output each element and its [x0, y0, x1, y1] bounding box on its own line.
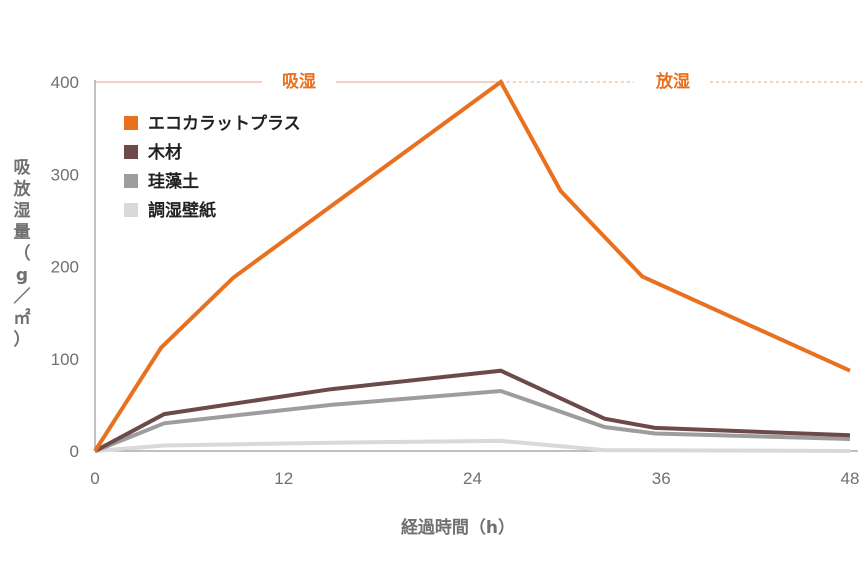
legend-label: エコカラットプラス	[148, 113, 301, 134]
x-tick-label: 24	[463, 469, 482, 488]
y-tick-label: 200	[51, 258, 79, 277]
x-tick-label: 0	[90, 469, 99, 488]
legend-label: 木材	[147, 142, 182, 163]
y-axis-title-char: ）	[14, 329, 31, 350]
y-axis-title-char: g	[16, 266, 28, 286]
absorb-phase-label: 吸湿	[282, 72, 316, 92]
series-line	[94, 438, 851, 453]
legend-label: 珪藻土	[148, 171, 199, 192]
y-tick-label: 0	[70, 442, 79, 461]
legend-swatch	[124, 116, 138, 130]
y-axis-title-char: 吸	[14, 158, 32, 178]
y-axis-title-char: ／	[14, 286, 31, 307]
y-tick-label: 300	[51, 165, 79, 184]
series-lines	[93, 79, 851, 453]
y-axis-title-char: ㎡	[14, 308, 31, 329]
legend-label: 調湿壁紙	[148, 200, 216, 221]
series-line	[94, 368, 851, 453]
x-tick-label: 36	[652, 469, 671, 488]
y-axis-title-char: 湿	[14, 201, 31, 221]
x-tick-label: 12	[274, 469, 293, 488]
release-phase-label: 放湿	[655, 71, 690, 92]
y-axis-title-char: 量	[14, 222, 31, 243]
axes: 0 100 200 300 400 0 12 24 36 48	[51, 73, 860, 488]
phase-annotations: 吸湿 放湿	[95, 71, 862, 92]
series-line	[94, 388, 851, 453]
y-axis-title-char: 放	[13, 179, 32, 200]
x-tick-label: 48	[841, 469, 860, 488]
y-axis-title-char: （	[14, 243, 31, 264]
series-line	[93, 79, 851, 453]
y-tick-label: 100	[51, 350, 79, 369]
legend-swatch	[124, 203, 138, 217]
legend-swatch	[124, 174, 138, 188]
legend-swatch	[124, 145, 138, 159]
y-tick-label: 400	[51, 73, 79, 92]
x-axis-title: 経過時間（h）	[401, 517, 515, 538]
